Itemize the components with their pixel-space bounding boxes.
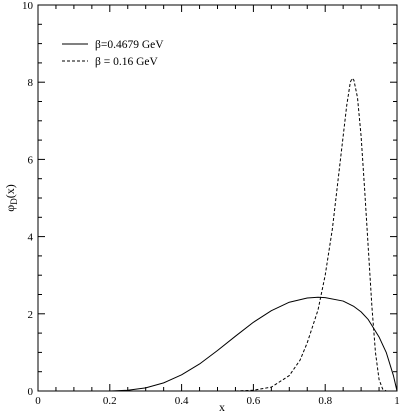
- x-tick-label: 0: [35, 395, 41, 407]
- y-axis-label-tail: (x): [3, 184, 17, 198]
- x-tick-label: 0.2: [103, 395, 117, 407]
- x-axis-label: x: [219, 400, 225, 414]
- y-axis-label-sub: D: [9, 198, 19, 205]
- series-line-solid: [109, 296, 398, 392]
- x-tick-label: 0.4: [175, 395, 189, 407]
- plot-frame: [37, 4, 398, 392]
- legend-label-solid: β=0.4679 GeV: [95, 39, 164, 51]
- y-axis-label: φD(x): [3, 184, 19, 211]
- y-tick-label: 0: [28, 386, 34, 398]
- y-axis-label-main: φ: [3, 205, 17, 212]
- legend-label-dashed: β = 0.16 GeV: [95, 56, 158, 68]
- y-tick-label: 8: [28, 77, 34, 89]
- y-tick-label: 10: [22, 0, 34, 12]
- plot-layer: [109, 77, 398, 392]
- series-line-dashed: [235, 77, 387, 392]
- legend: β=0.4679 GeV β = 0.16 GeV: [62, 39, 164, 68]
- y-tick-label: 4: [28, 232, 34, 244]
- x-tick-label: 0.8: [318, 395, 332, 407]
- x-tick-label: 0.6: [247, 395, 261, 407]
- x-tick-label: 1: [394, 395, 400, 407]
- y-tick-label: 6: [28, 154, 34, 166]
- y-tick-label: 2: [28, 309, 34, 321]
